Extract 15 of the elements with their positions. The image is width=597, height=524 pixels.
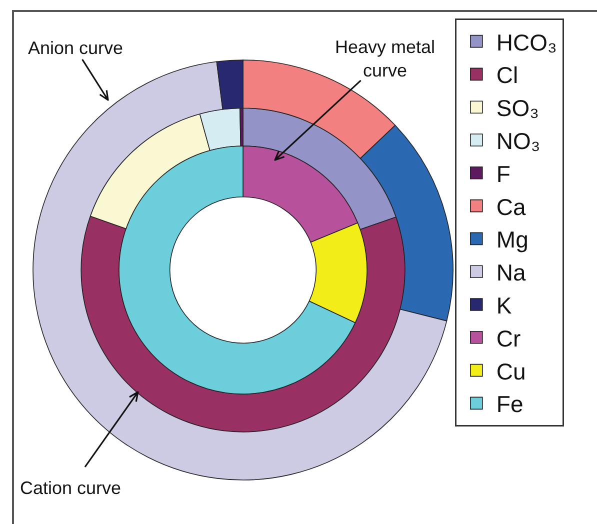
legend-label: Ca [496,194,526,220]
legend-label: Mg [496,226,528,253]
legend-label: HCO₃ [496,29,557,56]
legend-label: K [496,292,512,318]
legend-label: F [496,160,510,187]
text: Anion curve [28,38,124,58]
text: Cation curve [20,478,122,498]
text: Heavy metal curve [335,37,436,80]
legend-label: SO₃ [496,95,540,122]
legend-label: Cr [496,325,522,352]
legend-label: Cu [496,358,526,384]
legend-label: NO₃ [496,128,540,154]
legend-label: Na [496,260,526,286]
legend-label: Cl [496,62,518,88]
legend-label: Fe [496,391,524,418]
